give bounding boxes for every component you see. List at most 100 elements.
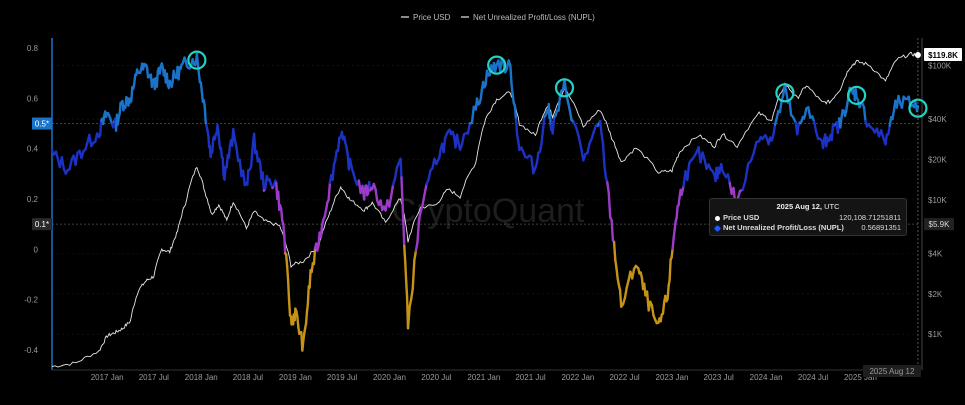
nupl-segment [404, 260, 408, 282]
nupl-segment [421, 192, 426, 207]
x-tick-label: 2019 Jul [327, 373, 357, 382]
legend[interactable]: Price USD Net Unrealized Profit/Loss (NU… [401, 13, 595, 22]
nupl-segment [88, 133, 93, 148]
nupl-segment [563, 78, 569, 99]
nupl-segment [668, 258, 672, 282]
nupl-segment [202, 99, 207, 110]
grid [52, 65, 920, 335]
nupl-segment [133, 73, 137, 86]
nupl-segment [345, 145, 349, 156]
nupl-segment [286, 278, 291, 301]
nupl-segment [60, 156, 65, 170]
nupl-segment [538, 143, 543, 154]
nupl-segment [336, 136, 341, 153]
nupl-segment [880, 129, 885, 139]
x-cursor-label: 2025 Aug 12 [869, 367, 914, 376]
nupl-segment [540, 129, 545, 146]
left-axis: 0.8 0.6 0.4 0.2 0 -0.2 -0.4 0.5* 0.1* [24, 38, 53, 370]
nupl-series [50, 52, 920, 352]
nupl-segment [600, 132, 605, 145]
nupl-segment [821, 137, 826, 150]
nupl-segment [744, 162, 750, 182]
x-tick-label: 2025 Jan [844, 373, 877, 382]
tooltip-row-nupl: Net Unrealized Profit/Loss (NUPL) 0.5689… [713, 223, 901, 233]
nupl-segment [393, 166, 399, 181]
nupl-segment [348, 157, 353, 170]
left-tick-label: 0.8 [27, 44, 39, 53]
x-tick-label: 2023 Jan [656, 373, 689, 382]
current-price-label: $119.8K [928, 51, 958, 60]
nupl-segment [310, 262, 315, 274]
nupl-segment [772, 123, 777, 137]
nupl-segment [675, 204, 679, 220]
nupl-segment [438, 147, 442, 160]
nupl-segment [610, 219, 615, 242]
left-tick-label: 0.2 [27, 195, 39, 204]
nupl-segment [389, 183, 395, 198]
nupl-segment [612, 241, 617, 261]
peak-highlight-circle [775, 83, 795, 103]
nupl-segment [304, 310, 309, 325]
nupl-segment [900, 95, 905, 109]
nupl-segment [284, 253, 289, 267]
legend-price-label[interactable]: Price USD [413, 13, 451, 22]
nupl-segment [158, 64, 163, 75]
price-series [51, 51, 919, 368]
current-price-badge [924, 47, 962, 61]
nupl-segment [614, 258, 618, 270]
nupl-segment [155, 70, 160, 88]
right-tick-label: $1K [928, 330, 943, 339]
nupl-segment [312, 247, 317, 266]
right-tick-label: $4K [928, 249, 943, 258]
x-tick-label: 2017 Jul [139, 373, 169, 382]
nupl-segment [650, 304, 655, 317]
nupl-segment [891, 109, 896, 121]
nupl-segment [327, 181, 332, 201]
nupl-segment [306, 285, 310, 306]
nupl-segment [197, 72, 202, 84]
right-axis: $100K $40K $20K $10K $4K $2K $1K $119.8K $5.9K [921, 38, 962, 370]
nupl-segment [460, 133, 466, 146]
tooltip-nupl-label: Net Unrealized Profit/Loss (NUPL) [723, 223, 844, 232]
nupl-segment [227, 144, 232, 159]
nupl-segment [399, 157, 403, 179]
nupl-segment [217, 129, 221, 143]
nupl-segment [541, 115, 546, 132]
nupl-segment [283, 232, 287, 255]
nupl-segment [334, 149, 338, 162]
tooltip-date: 2025 Aug 12, UTC [776, 202, 840, 211]
nupl-segment [671, 237, 675, 251]
nupl-segment [233, 138, 238, 149]
nupl-segment [261, 171, 266, 192]
right-tick-label: $40K [928, 115, 947, 124]
peak-highlight-circle [487, 55, 507, 75]
nupl-segment [324, 201, 329, 212]
nupl-segment [783, 83, 788, 95]
legend-nupl-label[interactable]: Net Unrealized Profit/Loss (NUPL) [473, 13, 595, 22]
x-tick-label: 2017 Jan [91, 373, 124, 382]
marker-price-label: $5.9K [929, 220, 951, 229]
nupl-segment [661, 301, 666, 315]
x-tick-label: 2018 Jul [233, 373, 263, 382]
nupl-segment [101, 114, 106, 126]
nupl-segment [548, 112, 552, 128]
nupl-segment [362, 184, 367, 201]
nupl-segment [686, 162, 691, 182]
nupl-segment [796, 124, 800, 136]
nupl-segment [557, 94, 562, 112]
right-tick-label: $20K [928, 156, 947, 165]
nupl-segment [235, 146, 240, 163]
nupl-segment [409, 287, 414, 301]
nupl-segment [511, 93, 515, 105]
nupl-segment [406, 305, 411, 330]
nupl-segment [830, 123, 835, 142]
nupl-segment [246, 168, 250, 186]
nupl-segment [670, 247, 674, 259]
nupl-segment [423, 183, 428, 196]
nupl-segment [442, 137, 447, 154]
nupl-segment [551, 116, 556, 135]
nupl-segment [408, 297, 413, 309]
nupl-segment [301, 339, 305, 352]
level-marker-badge [32, 218, 52, 231]
